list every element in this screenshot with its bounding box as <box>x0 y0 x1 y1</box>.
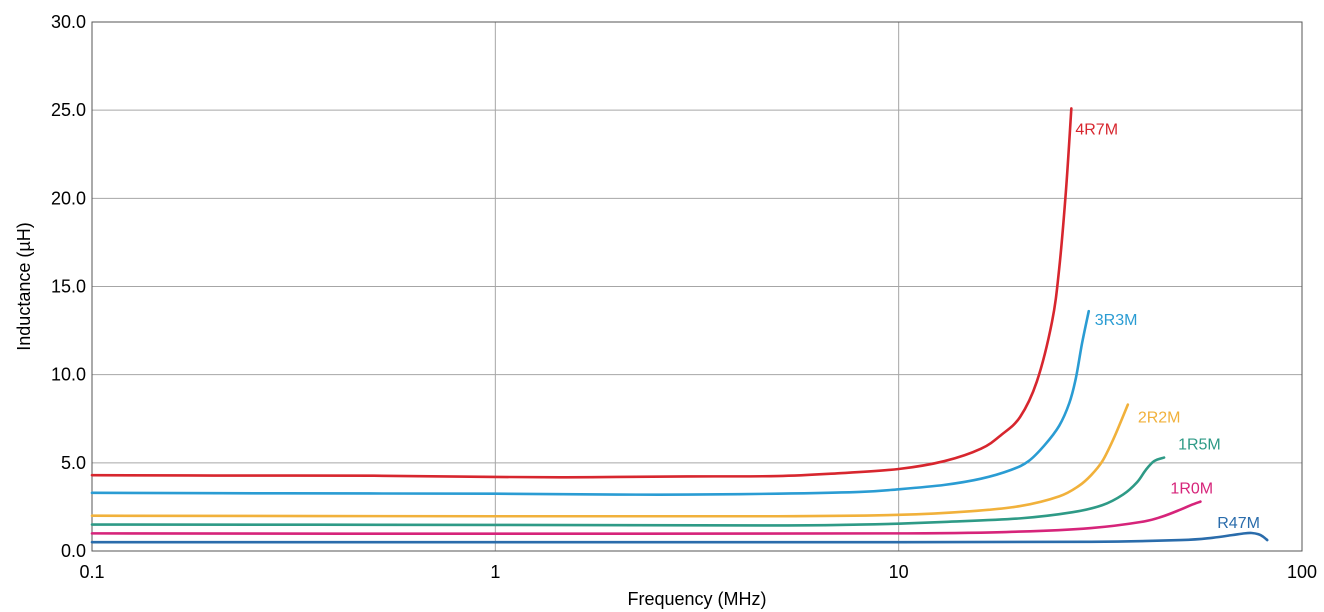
y-tick-label: 20.0 <box>51 188 86 208</box>
y-tick-label: 25.0 <box>51 100 86 120</box>
x-tick-label: 10 <box>889 562 909 582</box>
y-tick-label: 0.0 <box>61 541 86 561</box>
y-tick-label: 5.0 <box>61 453 86 473</box>
y-axis-title: Inductance (µH) <box>14 222 34 350</box>
series-line-4r7m <box>90 107 1073 479</box>
x-tick-label: 1 <box>490 562 500 582</box>
series-label-1r5m: 1R5M <box>1178 437 1221 454</box>
series-label-4r7m: 4R7M <box>1075 121 1118 138</box>
y-tick-label: 30.0 <box>51 12 86 32</box>
series-line-2r2m <box>90 403 1130 518</box>
series-line-1r5m <box>90 456 1166 527</box>
y-tick-label: 10.0 <box>51 365 86 385</box>
series-label-3r3m: 3R3M <box>1095 312 1138 329</box>
series-label-r47m: R47M <box>1217 515 1260 532</box>
series-label-2r2m: 2R2M <box>1138 410 1181 427</box>
series-line-r47m <box>90 531 1269 544</box>
series-line-1r0m <box>90 500 1202 536</box>
x-tick-label: 0.1 <box>79 562 104 582</box>
y-tick-label: 15.0 <box>51 277 86 297</box>
series-lines <box>90 107 1269 544</box>
plot-frame <box>91 21 1303 552</box>
series-line-3r3m <box>90 309 1091 496</box>
axes: 0.0 5.0 10.0 15.0 20.0 25.0 30.0 0.1 1 10 100 <box>51 12 1317 582</box>
grid <box>91 21 1303 552</box>
x-tick-label: 100 <box>1287 562 1317 582</box>
series-label-1r0m: 1R0M <box>1170 481 1213 498</box>
x-axis-title: Frequency (MHz) <box>627 589 766 609</box>
